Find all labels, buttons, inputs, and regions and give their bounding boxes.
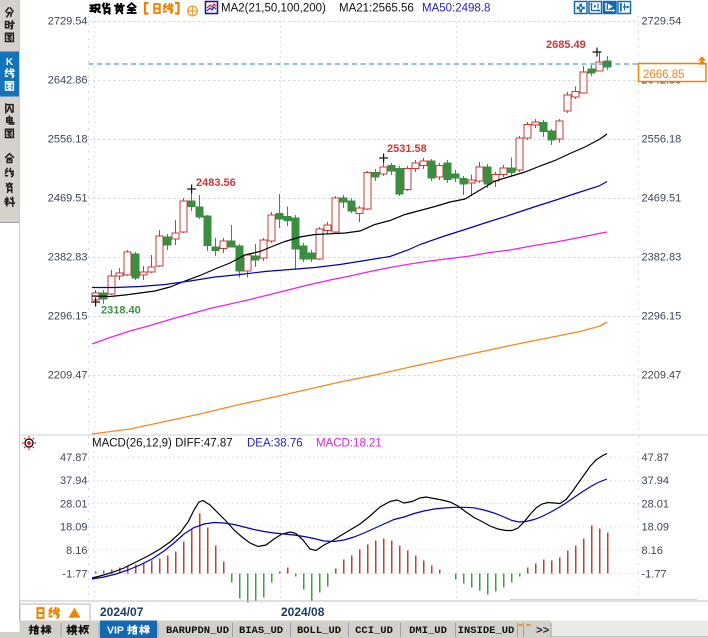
svg-text:28.01: 28.01 <box>642 498 670 510</box>
svg-text:2382.83: 2382.83 <box>48 252 88 264</box>
svg-text:2685.49: 2685.49 <box>546 39 586 51</box>
svg-text:2209.47: 2209.47 <box>642 370 682 382</box>
svg-text:8.16: 8.16 <box>66 545 87 557</box>
svg-text:18.09: 18.09 <box>60 522 88 534</box>
svg-text:BIAS_UD: BIAS_UD <box>239 625 283 637</box>
svg-text:37.94: 37.94 <box>60 475 88 487</box>
svg-text:MACD(26,12,9) DIFF:47.87: MACD(26,12,9) DIFF:47.87 <box>92 438 233 450</box>
svg-text:2024/07: 2024/07 <box>100 605 144 619</box>
svg-text:2296.15: 2296.15 <box>642 311 682 323</box>
svg-text:BARUPDN_UD: BARUPDN_UD <box>166 625 229 637</box>
svg-text:2483.56: 2483.56 <box>196 177 236 189</box>
svg-text:18.09: 18.09 <box>642 522 670 534</box>
svg-text:2024/08: 2024/08 <box>281 605 325 619</box>
svg-text:MA50:2498.8: MA50:2498.8 <box>422 3 490 15</box>
svg-text:2556.18: 2556.18 <box>642 134 682 146</box>
svg-text:2729.54: 2729.54 <box>642 16 682 28</box>
svg-text:2469.51: 2469.51 <box>642 193 682 205</box>
svg-text:47.87: 47.87 <box>642 452 670 464</box>
svg-text:2296.15: 2296.15 <box>48 311 88 323</box>
svg-text:2642.86: 2642.86 <box>48 75 88 87</box>
svg-text:INSIDE_UD: INSIDE_UD <box>458 625 515 637</box>
svg-text:>>: >> <box>536 626 550 638</box>
svg-text:28.01: 28.01 <box>60 498 88 510</box>
svg-text:2382.83: 2382.83 <box>642 252 682 264</box>
svg-text:MACD:18.21: MACD:18.21 <box>316 438 382 450</box>
svg-text:2666.85: 2666.85 <box>643 69 685 81</box>
svg-text:2209.47: 2209.47 <box>48 370 88 382</box>
svg-text:37.94: 37.94 <box>642 475 670 487</box>
svg-text:-1.77: -1.77 <box>642 568 667 580</box>
svg-text:-1.77: -1.77 <box>62 568 87 580</box>
svg-text:2729.54: 2729.54 <box>48 16 88 28</box>
svg-text:K: K <box>6 57 14 68</box>
svg-text:CCI_UD: CCI_UD <box>355 625 393 637</box>
svg-text:8.16: 8.16 <box>642 545 663 557</box>
svg-text:2531.58: 2531.58 <box>387 143 427 155</box>
svg-text:47.87: 47.87 <box>60 452 88 464</box>
svg-text:DEA:38.76: DEA:38.76 <box>247 438 303 450</box>
svg-text:2318.40: 2318.40 <box>101 305 141 317</box>
svg-text:MA2(21,50,100,200): MA2(21,50,100,200) <box>221 3 326 15</box>
svg-text:VIP: VIP <box>107 625 124 637</box>
svg-text:BOLL_UD: BOLL_UD <box>297 625 341 637</box>
svg-text:MA21:2565.56: MA21:2565.56 <box>339 3 414 15</box>
svg-text:2469.51: 2469.51 <box>48 193 88 205</box>
svg-text:2556.18: 2556.18 <box>48 134 88 146</box>
svg-text:DMI_UD: DMI_UD <box>409 625 447 637</box>
